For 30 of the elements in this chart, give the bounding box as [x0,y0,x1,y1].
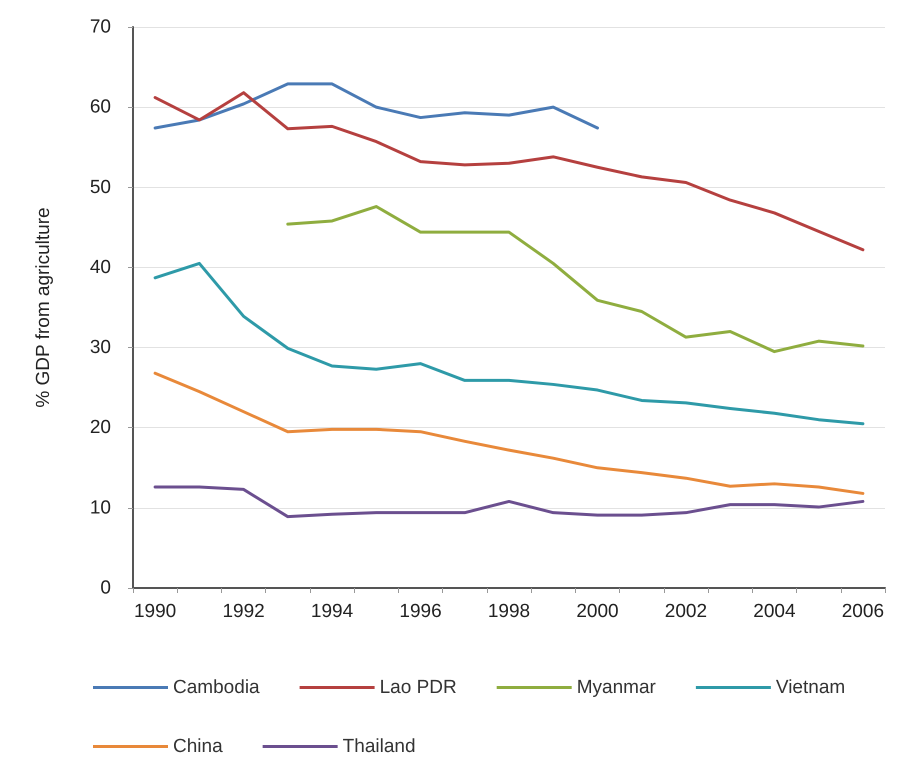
y-tick-label: 40 [90,256,111,278]
x-tick-label: 2006 [842,601,884,622]
legend-label: Vietnam [776,677,846,698]
y-tick-label: 60 [90,96,111,118]
x-tick-label: 2004 [753,601,796,622]
line-series [154,262,864,426]
y-tick-label: 0 [100,578,111,598]
line-series [154,82,599,130]
legend-label: China [173,736,224,757]
y-tick-label: 10 [90,497,111,518]
x-tick-label: 1996 [399,601,442,622]
line-series [154,486,864,518]
x-tick-label: 1998 [488,601,530,622]
y-tick-label: 30 [90,337,111,358]
legend-label: Thailand [342,736,416,757]
y-tick-label: 20 [90,417,111,438]
line-series [154,91,864,252]
x-tick-label: 1994 [310,601,354,622]
legend-label: Lao PDR [380,677,457,698]
y-tick-label: 50 [90,176,111,198]
x-tick-label: 1992 [222,601,265,622]
x-tick-label: 2000 [576,601,619,622]
x-tick-label: 1990 [134,601,176,622]
legend-label: Myanmar [576,677,657,698]
x-tick-label: 2002 [664,601,708,622]
y-axis-title: % GDP from agriculture [33,207,54,408]
y-tick-label: 70 [90,16,111,38]
legend-label: Cambodia [173,677,260,698]
line-series [286,205,864,354]
line-series [154,372,864,495]
